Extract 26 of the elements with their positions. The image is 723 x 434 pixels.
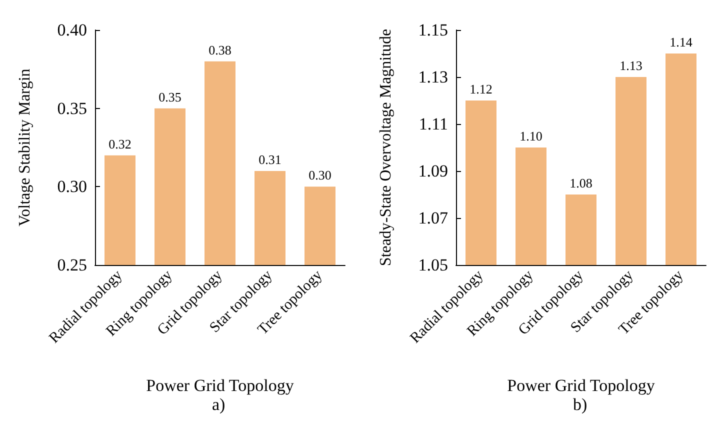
y-tick-label: 0.25 — [57, 256, 87, 274]
y-tick-label: 1.05 — [418, 256, 448, 274]
data-label: 1.08 — [570, 176, 592, 190]
data-label: 1.14 — [670, 34, 693, 50]
y-axis-title: Steady-State Overvoltage Magnitude — [378, 28, 394, 266]
y-tick-label: 0.35 — [57, 98, 87, 118]
y-axis-title: Voltage Stability Margin — [16, 68, 34, 226]
data-label: 1.13 — [620, 58, 642, 73]
y-tick-label: 1.13 — [418, 68, 448, 86]
data-label: 0.31 — [258, 152, 282, 167]
data-label: 1.12 — [470, 82, 492, 96]
y-tick-label: 1.15 — [418, 20, 448, 40]
data-label: 1.10 — [520, 128, 542, 144]
data-label: 0.32 — [108, 136, 132, 152]
data-label: 0.30 — [308, 168, 332, 183]
x-axis-title: Power Grid Topology — [146, 376, 294, 395]
y-tick-label: 0.40 — [57, 20, 87, 40]
y-tick-label: 0.30 — [57, 177, 87, 196]
y-tick-label: 1.11 — [418, 114, 448, 134]
x-axis-title: Power Grid Topology — [507, 376, 656, 395]
y-tick-label: 1.07 — [418, 208, 448, 228]
text: b) — [573, 395, 588, 414]
y-tick-label: 1.09 — [418, 162, 448, 180]
text: a) — [212, 395, 226, 414]
data-label: 0.35 — [158, 89, 182, 104]
data-label: 0.38 — [208, 42, 232, 58]
